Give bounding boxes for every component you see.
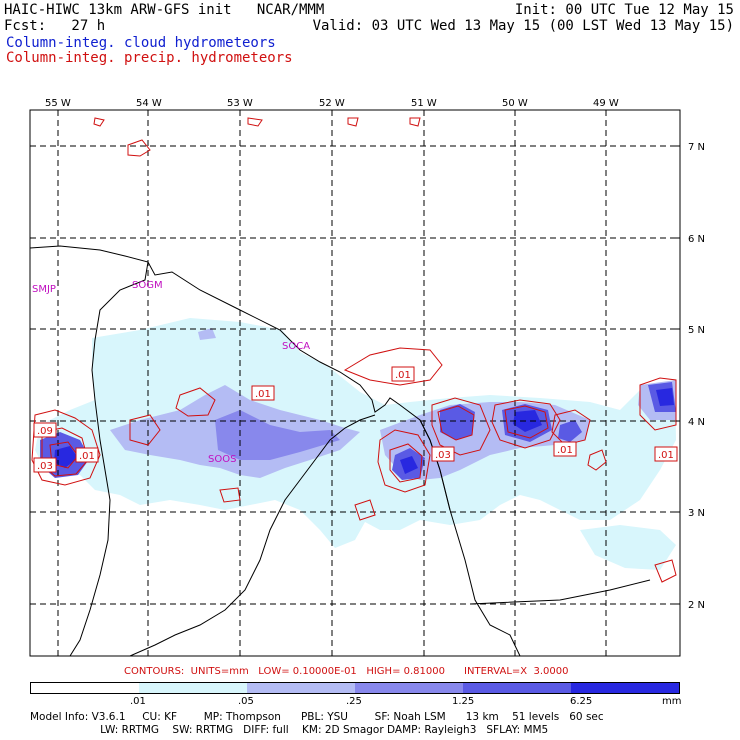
header-forecast: Fcst: 27 h: [4, 18, 106, 34]
cloud-fill-light-south: [580, 525, 676, 570]
precip-contour: [127, 139, 151, 157]
colorbar-segment: [139, 683, 247, 693]
colorbar-units: mm: [662, 696, 682, 707]
lat-label: 7 N: [688, 142, 705, 153]
precip-contour: [175, 387, 216, 417]
lat-label: 6 N: [688, 234, 705, 245]
precip-contour: [587, 449, 607, 471]
precip-contours: [31, 117, 677, 583]
colorbar-tick-label: .05: [238, 696, 254, 707]
precip-contour: [389, 443, 423, 483]
cloud-fill-core-3: [440, 404, 475, 440]
model-info-line1: Model Info: V3.6.1 CU: KF MP: Thompson P…: [30, 711, 604, 723]
lon-label: 55 W: [45, 98, 71, 109]
colorbar-tick-label: 6.25: [570, 696, 593, 707]
colorbar-segment: [571, 683, 679, 693]
station-label-smjp: SMJP: [32, 284, 56, 295]
contour-label: .01: [255, 389, 271, 400]
station-label-soca: SOCA: [282, 341, 310, 352]
map-frame: [29, 109, 681, 657]
lat-lon-grid: [30, 110, 680, 656]
lat-label: 4 N: [688, 417, 705, 428]
precip-contour: [437, 405, 475, 441]
lat-label: 5 N: [688, 325, 705, 336]
precip-contour: [93, 117, 105, 127]
header-valid: Valid: 03 UTC Wed 13 May 15 (00 LST Wed …: [312, 18, 734, 34]
precip-contour: [354, 499, 376, 521]
lon-label: 51 W: [411, 98, 437, 109]
precip-contour: [347, 117, 359, 127]
cloud-fill-core-5: [558, 420, 582, 442]
precip-contour: [491, 399, 561, 449]
precip-contour: [654, 559, 677, 583]
border-south-east: [469, 579, 651, 605]
precip-contour: [409, 117, 421, 127]
header-init: Init: 00 UTC Tue 12 May 15: [514, 2, 734, 18]
cloud-fill-layer: [35, 318, 676, 570]
colorbar-tick-label: .01: [130, 696, 146, 707]
colorbar-segment: [31, 683, 139, 693]
contour-label: .03: [435, 450, 451, 461]
colorbar-segment: [355, 683, 463, 693]
contour-label: .01: [557, 445, 573, 456]
contour-label: .09: [37, 426, 53, 437]
cloud-fill-darkest-2: [400, 456, 418, 474]
lon-label: 50 W: [502, 98, 528, 109]
contour-label: .01: [658, 450, 674, 461]
cloud-fill-medium-dark: [215, 410, 340, 460]
cloud-fill-small-1: [198, 328, 216, 340]
legend-cloud-hydrometeors: Column-integ. cloud hydrometeors: [6, 35, 276, 51]
station-labels: SMJP SOGM SOCA SOOS: [32, 280, 310, 465]
colorbar-segment: [247, 683, 355, 693]
contours-info: CONTOURS: UNITS=mm LOW= 0.10000E-01 HIGH…: [124, 666, 569, 677]
precip-contour: [504, 405, 549, 439]
cloud-fill-darkest-4: [656, 388, 674, 406]
latitude-labels: 7 N 6 N 5 N 4 N 3 N 2 N: [688, 142, 705, 611]
coastline-borders: [30, 245, 651, 656]
border-middle: [129, 414, 376, 656]
contour-labels: .01 .01 .01 .09 .03 .01 .03 .01: [33, 366, 678, 473]
precip-contour: [219, 487, 241, 503]
colorbar-segment: [463, 683, 571, 693]
cloud-fill-darkest-3: [513, 410, 542, 432]
colorbar-tick-label: .25: [346, 696, 362, 707]
legend-precip-hydrometeors: Column-integ. precip. hydrometeors: [6, 50, 293, 66]
contour-label: .01: [395, 370, 411, 381]
longitude-labels: 55 W 54 W 53 W 52 W 51 W 50 W 49 W: [45, 98, 619, 109]
station-label-sogm: SOGM: [132, 280, 163, 291]
precip-contour: [431, 397, 491, 456]
colorbar-tick-label: 1.25: [452, 696, 475, 707]
lon-label: 54 W: [136, 98, 162, 109]
lat-label: 2 N: [688, 600, 705, 611]
precip-contour: [551, 409, 591, 446]
precip-contour: [639, 377, 677, 431]
contour-label: .01: [79, 451, 95, 462]
border-west: [69, 261, 149, 656]
precip-contour: [247, 117, 263, 127]
lon-label: 49 W: [593, 98, 619, 109]
lon-label: 53 W: [227, 98, 253, 109]
precip-contour: [129, 414, 161, 446]
model-info-line2: LW: RRTMG SW: RRTMG DIFF: full KM: 2D Sm…: [30, 724, 549, 736]
precip-contour: [343, 347, 443, 386]
lon-label: 52 W: [319, 98, 345, 109]
colorbar: [30, 682, 680, 694]
axis-ticks: [57, 110, 680, 605]
header-title: HAIC-HIWC 13km ARW-GFS init NCAR/MMM: [4, 2, 325, 18]
precip-contour: [377, 429, 431, 493]
station-label-soos: SOOS: [208, 454, 236, 465]
coastline: [30, 245, 521, 656]
lat-label: 3 N: [688, 508, 705, 519]
contour-label: .03: [37, 461, 53, 472]
